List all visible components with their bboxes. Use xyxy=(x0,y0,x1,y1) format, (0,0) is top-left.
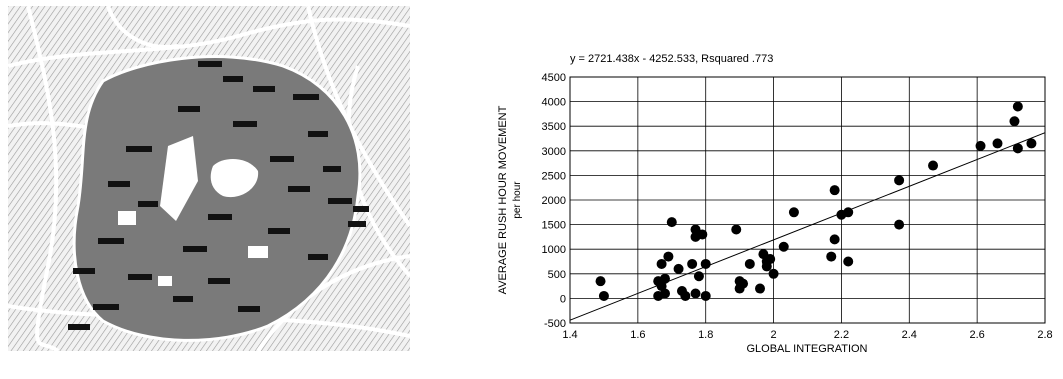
x-tick-label: 2.4 xyxy=(902,329,917,341)
data-point xyxy=(765,254,776,265)
x-tick-label: 1.6 xyxy=(630,329,645,341)
map-open-spaces xyxy=(118,136,268,286)
x-tick-label: 2.8 xyxy=(1037,329,1052,341)
data-point xyxy=(700,290,711,301)
data-point xyxy=(843,256,854,267)
data-point xyxy=(894,219,905,230)
data-point xyxy=(697,229,708,240)
scatter-chart: y = 2721.438x - 4252.533, Rsquared .773 … xyxy=(470,40,1060,374)
y-tick-label: 3000 xyxy=(542,146,566,158)
y-tick-label: 4000 xyxy=(542,97,566,109)
data-point xyxy=(673,263,684,274)
data-point xyxy=(666,217,677,228)
data-point xyxy=(768,268,779,279)
data-point xyxy=(788,207,799,218)
data-point xyxy=(992,138,1003,149)
data-point xyxy=(731,224,742,235)
data-point xyxy=(975,140,986,151)
data-point xyxy=(829,234,840,245)
data-point xyxy=(693,271,704,282)
data-point xyxy=(829,185,840,196)
data-point xyxy=(778,241,789,252)
data-point xyxy=(700,258,711,269)
y-tick-label: 500 xyxy=(548,269,566,281)
data-point xyxy=(826,251,837,262)
chart-title: y = 2721.438x - 4252.533, Rsquared .773 xyxy=(570,53,773,65)
data-point xyxy=(690,288,701,299)
trend-line xyxy=(569,132,1046,321)
y-axis-unit-label: per hour xyxy=(512,181,523,219)
grid-lines xyxy=(569,76,1046,324)
x-tick-label: 2.6 xyxy=(969,329,984,341)
y-axis-label: AVERAGE RUSH HOUR MOVEMENT xyxy=(497,105,509,294)
y-tick-label: 1000 xyxy=(542,244,566,256)
data-point xyxy=(1012,143,1023,154)
x-tick-label: 1.4 xyxy=(562,329,577,341)
map-central-district xyxy=(72,55,362,342)
data-point xyxy=(928,160,939,171)
x-tick-label: 1.8 xyxy=(698,329,713,341)
y-tick-label: 2000 xyxy=(542,195,566,207)
data-point xyxy=(663,251,674,262)
data-point xyxy=(680,290,691,301)
y-tick-label: -500 xyxy=(544,318,566,330)
data-point xyxy=(744,258,755,269)
x-tick-label: 2 xyxy=(771,329,777,341)
data-point xyxy=(843,207,854,218)
data-point xyxy=(595,276,606,287)
x-axis-label: GLOBAL INTEGRATION xyxy=(746,343,867,355)
y-tick-label: 0 xyxy=(560,293,566,305)
y-tick-label: 3500 xyxy=(542,121,566,133)
data-point xyxy=(660,273,670,284)
x-axis-tick-labels: 1.4 1.6 1.8 2 2.2 2.4 2.6 2.8 xyxy=(562,329,1052,341)
y-tick-label: 4500 xyxy=(542,72,566,84)
x-tick-label: 2.2 xyxy=(834,329,849,341)
street-network-map xyxy=(7,5,412,353)
scatter-chart-svg: y = 2721.438x - 4252.533, Rsquared .773 … xyxy=(497,53,1053,355)
y-axis-tick-labels: -500 0 500 1000 1500 2000 2500 3000 3500 4000 4500 xyxy=(542,72,566,330)
data-point xyxy=(755,283,765,294)
data-point xyxy=(598,290,609,301)
data-point xyxy=(1026,138,1037,149)
map-segment-labels xyxy=(68,61,369,330)
y-tick-label: 1500 xyxy=(542,220,566,232)
y-tick-label: 2500 xyxy=(542,170,566,182)
data-point xyxy=(687,258,698,269)
data-points xyxy=(595,101,1037,301)
data-point xyxy=(660,288,670,299)
data-point xyxy=(894,175,905,186)
map-image xyxy=(7,5,412,353)
data-point xyxy=(1009,116,1020,127)
data-point xyxy=(1012,101,1023,112)
data-point xyxy=(656,258,667,269)
data-point xyxy=(738,278,749,289)
